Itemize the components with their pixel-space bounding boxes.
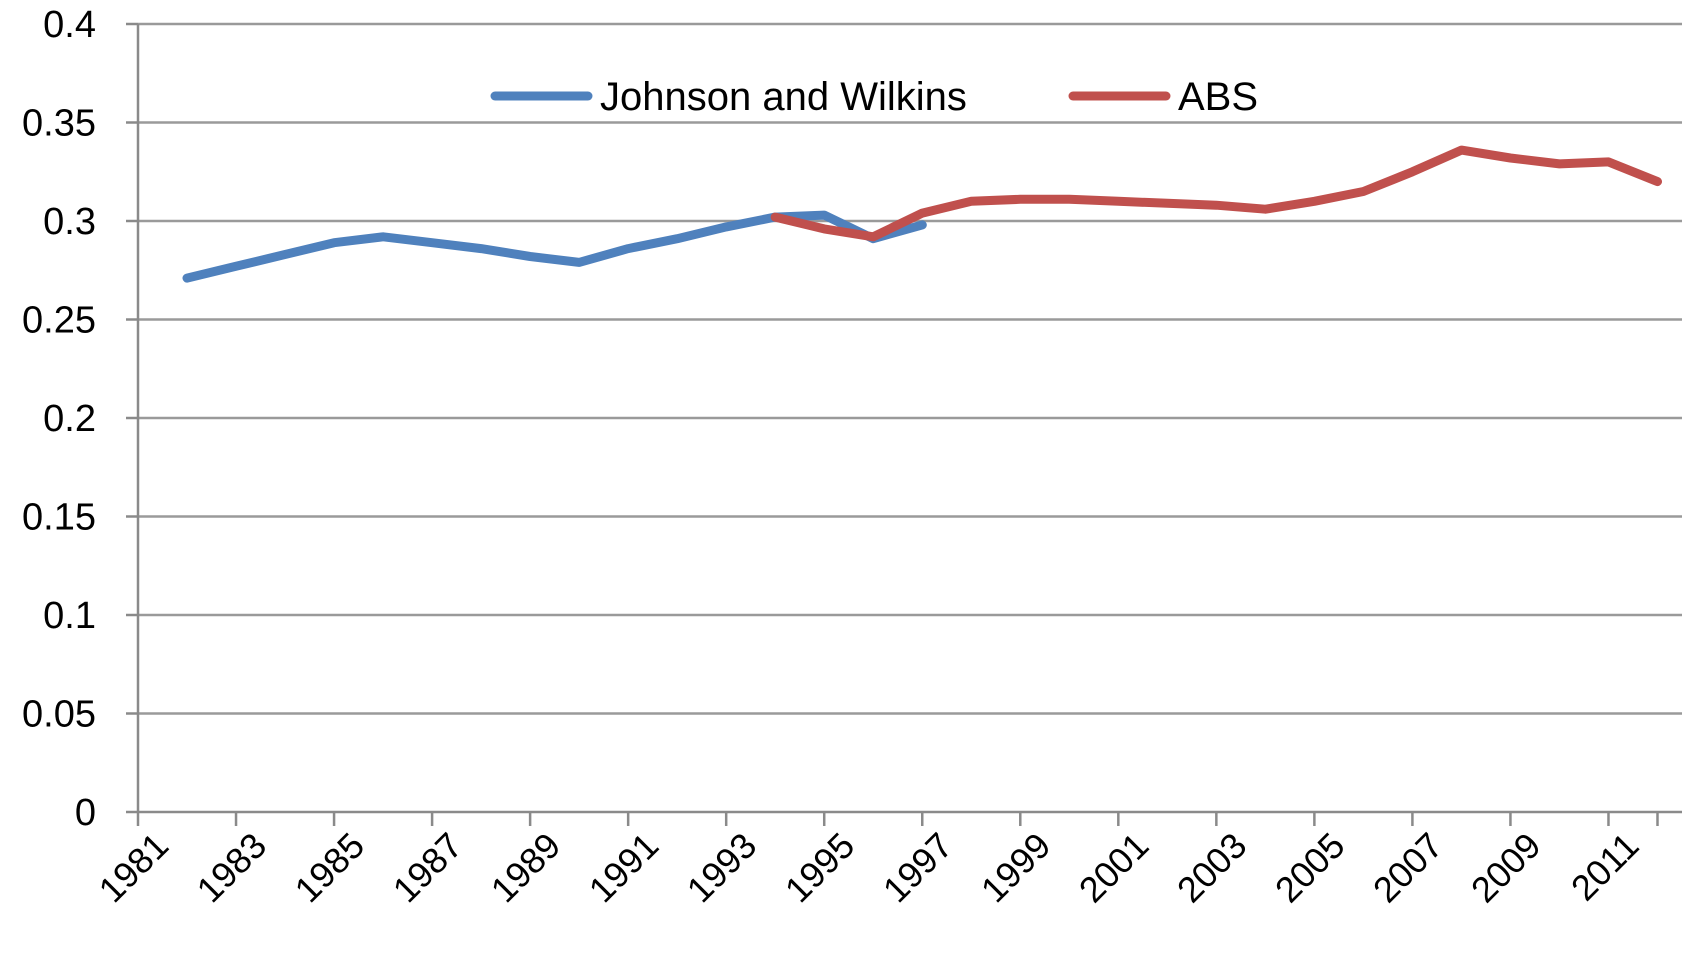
x-tick-label: 1985 [287, 825, 373, 911]
y-tick-label: 0.05 [22, 694, 96, 736]
y-tick-label: 0.1 [43, 595, 96, 637]
y-tick-label: 0.3 [43, 201, 96, 243]
x-tick-label: 1983 [189, 825, 275, 911]
y-tick-label: 0.15 [22, 497, 96, 539]
x-tick-label: 1989 [483, 825, 569, 911]
legend-item-johnson-and-wilkins: Johnson and Wilkins [495, 75, 967, 119]
legend-label: Johnson and Wilkins [600, 75, 967, 119]
y-tick-label: 0.25 [22, 300, 96, 342]
x-tick-label: 2003 [1169, 825, 1255, 911]
y-tick-label: 0 [75, 792, 96, 834]
y-tick-label: 0.35 [22, 103, 96, 145]
x-tick-label: 1991 [581, 825, 667, 911]
x-tick-label: 1995 [777, 825, 863, 911]
y-tick-label: 0.2 [43, 398, 96, 440]
x-tick-label: 1999 [973, 825, 1059, 911]
x-tick-label: 2009 [1463, 825, 1549, 911]
series-lines [187, 150, 1658, 278]
gridlines [138, 24, 1682, 714]
y-tick-label: 0.4 [43, 4, 96, 46]
x-tick-label: 2001 [1071, 825, 1157, 911]
x-tick-label: 2011 [1563, 825, 1647, 909]
legend-label: ABS [1178, 75, 1258, 119]
x-tick-label: 1987 [385, 825, 471, 911]
x-tick-label: 2007 [1365, 825, 1451, 911]
x-tick-label: 1997 [875, 825, 961, 911]
x-tick-label: 1981 [91, 825, 177, 911]
series-line-abs [775, 150, 1657, 237]
legend-item-abs: ABS [1073, 75, 1258, 119]
x-tick-label: 1993 [679, 825, 765, 911]
x-tick-label: 2005 [1267, 825, 1353, 911]
legend: Johnson and Wilkins ABS [495, 75, 1258, 119]
